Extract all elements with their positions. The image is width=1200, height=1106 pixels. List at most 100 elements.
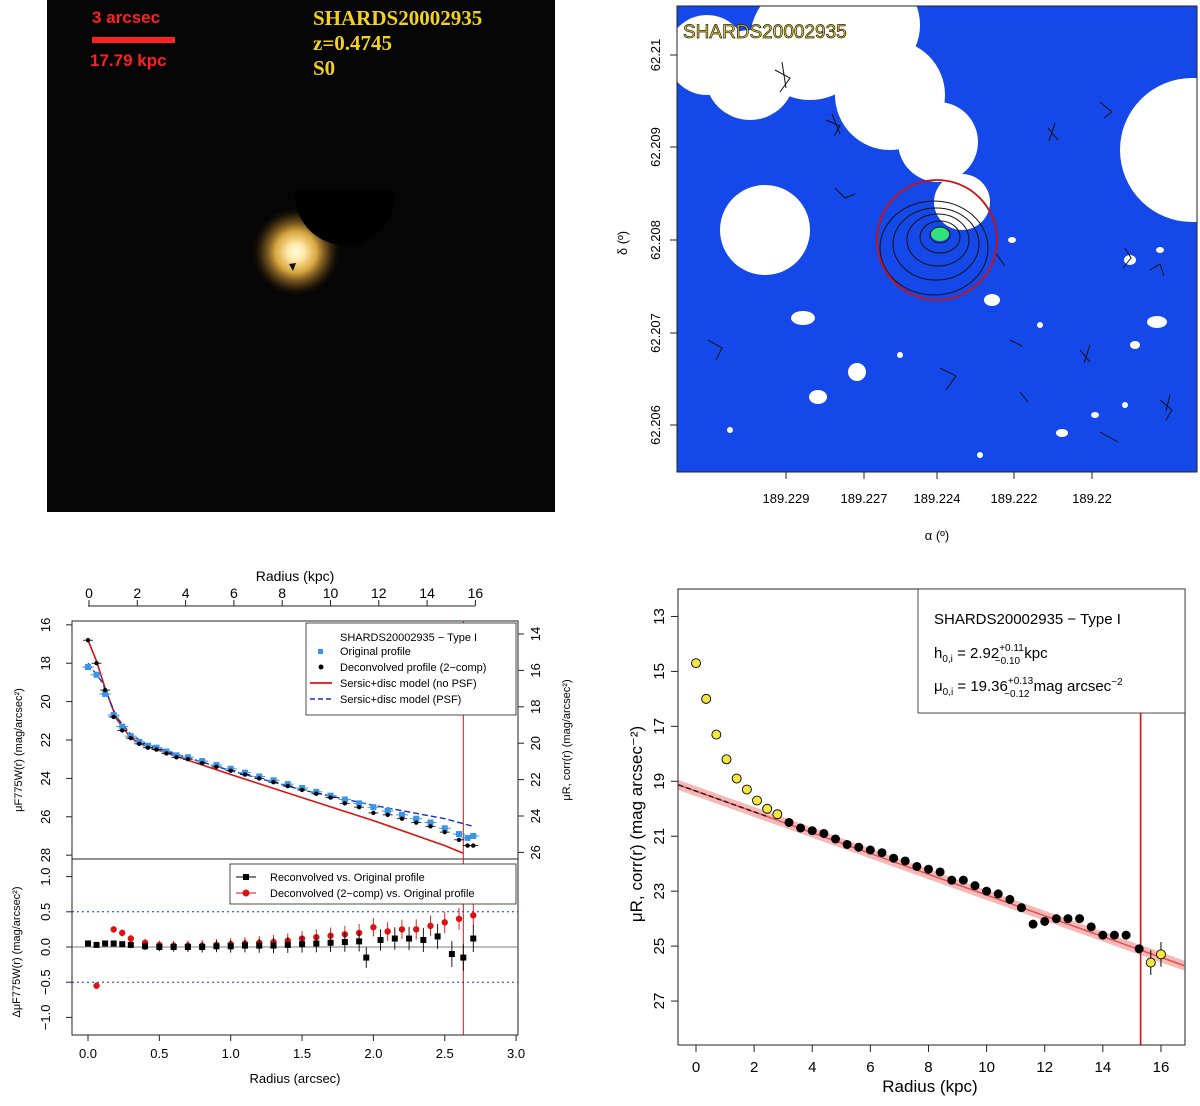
disc-point — [1051, 914, 1061, 924]
top-axis-tick-label: 16 — [468, 585, 484, 601]
profile-y-tick-label: 28 — [38, 848, 53, 862]
map-x-tick-label: 189.222 — [991, 491, 1038, 506]
top-axis-tick-label: 0 — [85, 585, 93, 601]
map-x-tick-label: 189.22 — [1072, 491, 1112, 506]
disc-point — [935, 867, 945, 877]
map-y-tick-label: 62.209 — [648, 127, 663, 167]
disc-y-tick-label: 27 — [651, 993, 668, 1010]
disc-fit-legend: SHARDS20002935 − Type I h0,i = 2.92+0.11… — [917, 588, 1186, 714]
mask-hole — [720, 185, 810, 275]
disc-point — [1134, 944, 1144, 954]
top-axis-tick-label: 6 — [230, 585, 238, 601]
profile-y-tick-label: 20 — [38, 694, 53, 708]
black-residual-point — [341, 939, 348, 946]
disc-x-tick-label: 2 — [750, 1059, 758, 1076]
deconvolved-point — [465, 843, 470, 848]
disc-point — [865, 845, 875, 855]
legend-original: Original profile — [340, 646, 411, 658]
map-frame — [676, 5, 1198, 473]
black-residual-point — [377, 936, 384, 943]
disc-point — [982, 886, 992, 896]
disc-point — [830, 834, 840, 844]
residual-y-tick-label: −1.0 — [38, 1005, 53, 1031]
profile-right-tick-label: 24 — [528, 809, 543, 823]
red-residual-point — [384, 928, 391, 935]
mask-blob — [1130, 341, 1140, 349]
black-residual-point — [434, 933, 441, 940]
original-point — [464, 834, 471, 841]
residual-xlabel: Radius (arcsec) — [249, 1071, 340, 1086]
disc-y-tick-label: 19 — [651, 773, 668, 790]
deconvolved-point — [456, 837, 462, 843]
map-y-tick-label: 62.206 — [648, 405, 663, 445]
deconvolved-point — [314, 791, 319, 796]
deconvolved-point — [164, 751, 169, 756]
black-residual-point — [327, 939, 334, 946]
black-residual-point — [110, 940, 117, 947]
red-residual-point — [441, 919, 448, 926]
scalebar-kpc: 17.79 kpc — [90, 51, 167, 70]
top-axis-tick-label: 12 — [371, 585, 387, 601]
disc-y-tick-label: 23 — [651, 883, 668, 900]
disc-y-tick-label: 21 — [651, 828, 668, 845]
black-residual-point — [142, 943, 149, 950]
profile-y-tick-label: 18 — [38, 656, 53, 670]
excluded-point — [691, 658, 701, 669]
black-residual-point — [119, 941, 126, 948]
black-residual-point — [227, 943, 234, 950]
residual-x-tick-label: 3.0 — [507, 1046, 525, 1061]
black-residual-point — [420, 936, 427, 943]
mask-blob — [1037, 322, 1043, 328]
contours — [879, 200, 989, 296]
deconvolved-point — [471, 843, 476, 848]
original-point — [384, 808, 391, 815]
profile-ylabel-left: μF775W(r) (mag/arcsec²) — [13, 688, 25, 812]
legend-deconvolved: Deconvolved profile (2−comp) — [340, 662, 486, 674]
red-residual-point — [455, 915, 463, 923]
deconvolved-point — [185, 756, 191, 762]
disc-point — [854, 842, 864, 852]
noise-contours — [707, 61, 1173, 443]
source-peak — [931, 227, 949, 241]
mask-blob — [897, 352, 903, 358]
disc-x-tick-label: 0 — [692, 1059, 700, 1076]
mask-hole — [934, 174, 990, 230]
map-y-tick-label: 62.208 — [648, 220, 663, 260]
legend-swatch-deconv-resid — [242, 889, 250, 897]
red-residual-point — [370, 924, 377, 931]
profile-ylabel-right: μR, corr(r) (mag/arcsec²) — [561, 679, 573, 800]
top-axis-tick-label: 8 — [278, 585, 286, 601]
mask-blob — [848, 363, 866, 381]
deconvolved-point — [174, 755, 179, 760]
morph-type: S0 — [313, 56, 335, 80]
mask-blob — [1122, 402, 1128, 408]
disc-point — [1063, 914, 1073, 924]
disc-xlabel: Radius (kpc) — [882, 1077, 977, 1096]
red-residual-point — [127, 935, 135, 942]
residual-y-tick-label: −0.5 — [38, 969, 53, 995]
disc-point — [1040, 916, 1050, 926]
disc-point — [1086, 922, 1096, 932]
profile-y-tick-label: 26 — [38, 810, 53, 824]
map-x-tick-label: 189.224 — [914, 491, 961, 506]
disc-point — [819, 828, 829, 838]
disc-point — [970, 881, 980, 891]
profile-panel: Radius (kpc) 0 2 4 6 8 10 12 14 16 1618202224262… — [11, 568, 573, 1086]
black-residual-point — [470, 935, 477, 942]
disc-point — [947, 875, 957, 885]
star-mark — [289, 263, 296, 271]
black-residual-point — [448, 951, 455, 958]
legend-psf: Sersic+disc model (PSF) — [340, 694, 461, 706]
top-axis-title: Radius (kpc) — [256, 568, 335, 584]
disc-point — [796, 823, 806, 833]
residual-x-tick-label: 2.5 — [436, 1046, 454, 1061]
profile-y-tick-label: 24 — [38, 771, 53, 785]
top-axis: 0 2 4 6 8 10 12 14 16 — [85, 585, 484, 607]
original-point — [102, 690, 109, 697]
legend-swatch-deconvolved — [318, 664, 324, 670]
red-residual-point — [470, 912, 477, 919]
excluded-point — [762, 803, 773, 814]
black-residual-point — [102, 940, 109, 947]
black-residual-point — [85, 940, 91, 947]
deconvolved-point — [299, 787, 305, 793]
